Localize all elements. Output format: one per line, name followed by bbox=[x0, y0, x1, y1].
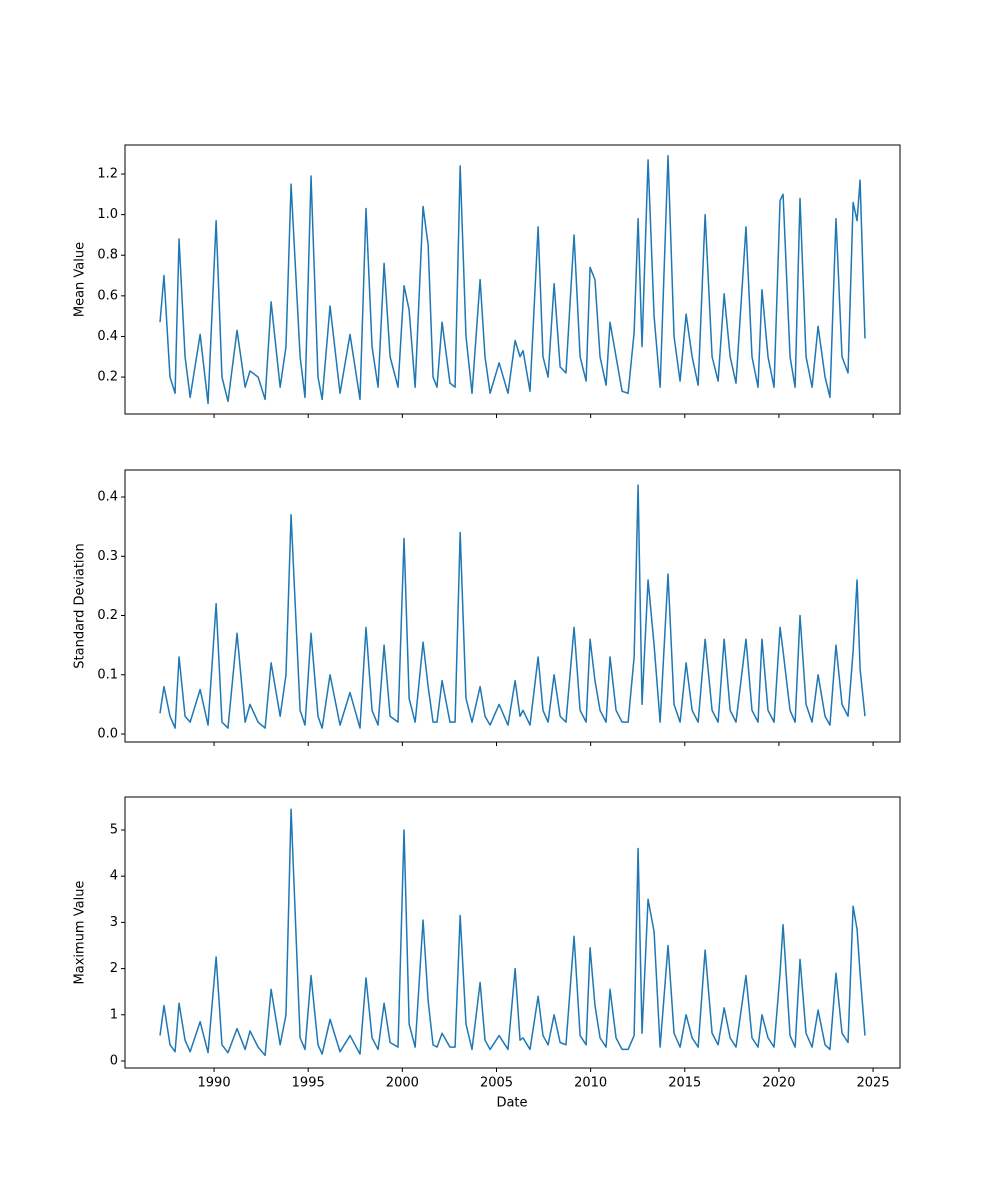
y-tick-label: 4 bbox=[110, 869, 118, 884]
y-axis-label: Mean Value bbox=[73, 242, 88, 317]
y-tick-label: 0.4 bbox=[97, 490, 118, 505]
x-tick-label: 2000 bbox=[386, 1076, 419, 1091]
y-tick-label: 0.6 bbox=[97, 288, 118, 303]
x-tick-label: 2015 bbox=[668, 1076, 701, 1091]
x-tick-label: 2005 bbox=[480, 1076, 513, 1091]
y-tick-label: 2 bbox=[110, 961, 118, 976]
y-tick-label: 3 bbox=[110, 915, 118, 930]
x-tick-label: 2020 bbox=[762, 1076, 795, 1091]
y-tick-label: 0.8 bbox=[97, 248, 118, 263]
axes-frame bbox=[124, 144, 901, 415]
y-tick-label: 0.4 bbox=[97, 329, 118, 344]
y-tick-label: 0.2 bbox=[97, 608, 118, 623]
axes-frame bbox=[124, 469, 901, 743]
y-tick-label: 0 bbox=[110, 1053, 118, 1068]
data-line bbox=[159, 484, 866, 729]
y-tick-label: 0.3 bbox=[97, 549, 118, 564]
y-tick-label: 1.0 bbox=[97, 207, 118, 222]
y-tick-label: 0.1 bbox=[97, 667, 118, 682]
y-axis-label: Standard Deviation bbox=[73, 543, 88, 668]
x-axis-label: Date bbox=[496, 1096, 527, 1111]
y-tick-label: 1 bbox=[110, 1007, 118, 1022]
y-tick-label: 0.0 bbox=[97, 727, 118, 742]
data-line bbox=[159, 155, 866, 405]
data-line bbox=[159, 808, 866, 1057]
y-axis-label: Maximum Value bbox=[73, 881, 88, 985]
x-tick-label: 1990 bbox=[198, 1076, 231, 1091]
y-tick-label: 0.2 bbox=[97, 370, 118, 385]
x-tick-label: 2010 bbox=[574, 1076, 607, 1091]
x-tick-label: 2025 bbox=[857, 1076, 890, 1091]
y-tick-label: 1.2 bbox=[97, 167, 118, 182]
x-tick-label: 1995 bbox=[292, 1076, 325, 1091]
axes-frame bbox=[124, 796, 901, 1069]
y-tick-label: 5 bbox=[110, 822, 118, 837]
